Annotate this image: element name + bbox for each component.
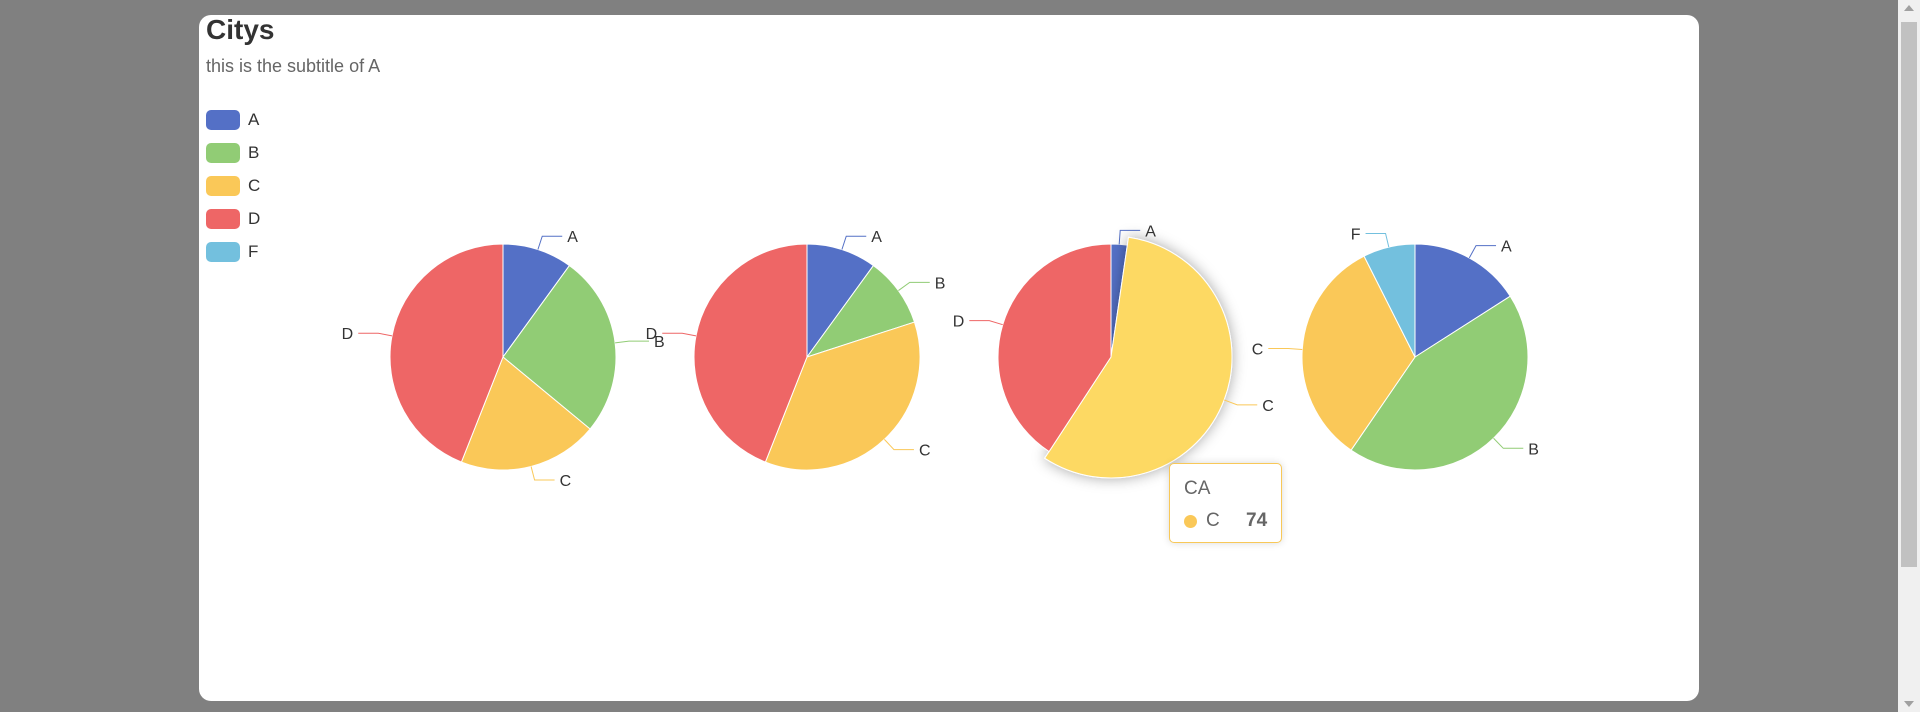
legend-swatch-d <box>206 208 240 229</box>
vertical-scrollbar[interactable] <box>1898 0 1920 712</box>
legend-swatch-b <box>206 142 240 163</box>
pie-2-slice-b[interactable] <box>805 264 916 358</box>
pie-3-leader-c <box>1223 399 1258 406</box>
pie-4-slice-a[interactable] <box>1414 243 1511 358</box>
legend-swatch-a <box>206 109 240 130</box>
pie-3: A C D <box>953 223 1274 479</box>
scroll-thumb[interactable] <box>1901 22 1917 567</box>
legend-label-c: C <box>248 175 261 195</box>
pie-2-leader-c <box>883 439 914 451</box>
legend-label-a: A <box>248 109 260 129</box>
pie-1-leader-a <box>537 235 563 250</box>
pie-2-label-a: A <box>871 229 882 246</box>
legend-item-a[interactable]: A <box>206 103 260 136</box>
legend-swatch-f <box>206 241 240 262</box>
pie-3-leader-d <box>969 320 1003 326</box>
pie-4-leader-c <box>1268 348 1303 350</box>
tooltip-row: C 74 <box>1184 510 1267 532</box>
pie-2-label-d: D <box>646 326 658 343</box>
legend-item-f[interactable]: F <box>206 235 260 268</box>
pie-4-leader-f <box>1365 232 1390 248</box>
pie-1-label-a: A <box>567 229 578 246</box>
tooltip-series-name: C <box>1206 510 1220 531</box>
pie-1-leader-b <box>615 340 649 344</box>
legend-label-b: B <box>248 142 260 162</box>
pie-3-leader-a <box>1118 229 1141 245</box>
pie-2-leader-a <box>841 235 867 250</box>
pie-1-label-c: C <box>560 473 572 490</box>
pie-2: A B C D <box>646 229 946 471</box>
pie-4-leader-a <box>1468 245 1497 259</box>
pie-4-slice-c[interactable] <box>1301 255 1416 451</box>
pie-4-label-f: F <box>1351 226 1361 243</box>
pie-1-slice-c[interactable] <box>460 356 591 471</box>
scroll-up-icon[interactable] <box>1904 5 1914 11</box>
pie-4-label-a: A <box>1501 239 1512 256</box>
pie-3-label-a: A <box>1145 223 1156 240</box>
pie-2-slice-a[interactable] <box>806 243 875 359</box>
legend-label-f: F <box>248 241 259 261</box>
legend-item-b[interactable]: B <box>206 136 260 169</box>
pie-1-leader-d <box>358 332 393 337</box>
pie-4-label-c: C <box>1252 342 1264 359</box>
pie-2-leader-d <box>662 332 697 337</box>
pie-2-label-c: C <box>919 443 931 460</box>
tooltip: CA C 74 <box>1169 463 1282 543</box>
pie-1-leader-c <box>530 466 555 481</box>
pie-1-slice-b[interactable] <box>502 264 617 430</box>
legend-label-d: D <box>248 208 261 228</box>
pie-4-label-b: B <box>1528 441 1539 458</box>
pie-4-leader-b <box>1493 437 1524 449</box>
pie-3-label-d: D <box>953 314 965 331</box>
scroll-down-icon[interactable] <box>1904 701 1914 707</box>
pie-1-label-d: D <box>342 326 354 343</box>
pie-1-slice-a[interactable] <box>502 243 571 359</box>
legend: A B C D F <box>206 103 260 268</box>
tooltip-value: 74 <box>1246 510 1268 531</box>
chart-subtitle: this is the subtitle of A <box>206 56 381 76</box>
legend-item-c[interactable]: C <box>206 169 260 202</box>
pie-4-slice-b[interactable] <box>1350 295 1529 471</box>
tooltip-marker <box>1184 514 1197 528</box>
pie-2-label-b: B <box>935 275 946 292</box>
chart-title: Citys <box>206 14 275 45</box>
pie-3-slice-d[interactable] <box>997 243 1112 453</box>
pie-2-slice-c[interactable] <box>764 321 921 471</box>
pie-2-leader-b <box>898 281 930 291</box>
pie-3-label-c: C <box>1262 398 1274 415</box>
pie-1-label-b: B <box>654 334 665 351</box>
legend-item-d[interactable]: D <box>206 202 260 235</box>
pie-1: A B C D <box>342 229 665 490</box>
tooltip-title: CA <box>1184 478 1211 499</box>
legend-swatch-c <box>206 175 240 196</box>
pie-4: A B C F <box>1252 226 1539 471</box>
pie-4-slice-f[interactable] <box>1363 243 1416 358</box>
